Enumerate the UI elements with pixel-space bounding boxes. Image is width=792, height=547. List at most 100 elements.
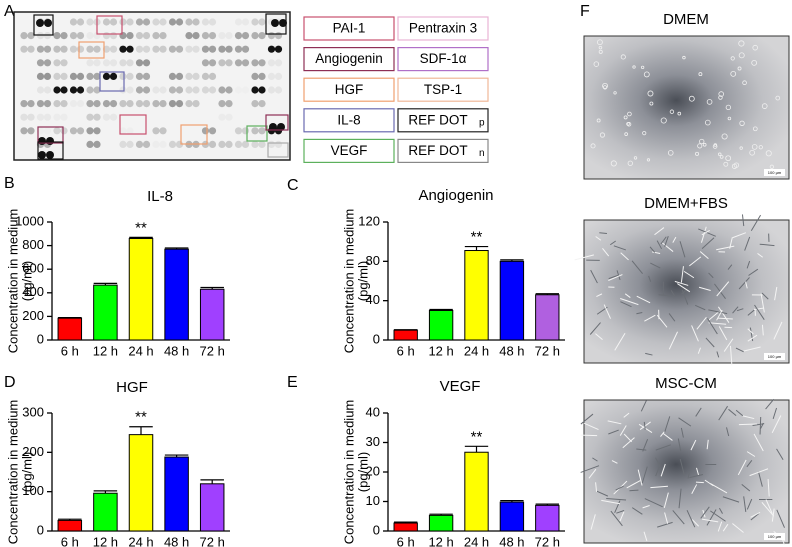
- cell: [672, 510, 685, 525]
- array-dot: [126, 100, 134, 108]
- cell: [750, 512, 760, 521]
- array-dot: [208, 18, 217, 26]
- array-dot: [93, 140, 101, 148]
- array-dot: [192, 31, 200, 40]
- cell: [619, 425, 627, 436]
- array-dot: [27, 113, 35, 121]
- cell: [689, 474, 704, 479]
- cell: [680, 266, 684, 283]
- cell: [616, 270, 621, 281]
- cell: [596, 293, 603, 298]
- cell: [593, 61, 600, 67]
- array-dot: [119, 59, 127, 67]
- array-dot: [159, 100, 167, 108]
- legend-box: [397, 77, 489, 102]
- cell: [745, 281, 748, 289]
- cell: [643, 71, 650, 78]
- cell: [737, 66, 742, 71]
- array-dot: [93, 100, 101, 108]
- x-tick-label: 12 h: [428, 534, 453, 547]
- array-dot: [36, 86, 45, 94]
- legend-label: VEGF: [331, 143, 368, 158]
- cell: [725, 104, 731, 111]
- y-tick-label: 40: [366, 404, 380, 419]
- cell: [613, 91, 617, 95]
- array-dot: [225, 86, 233, 94]
- array-dot: [208, 45, 217, 53]
- cell: [759, 243, 775, 247]
- cell: [744, 236, 751, 251]
- cell: [738, 40, 745, 47]
- array-dot: [251, 100, 259, 108]
- cell: [679, 458, 685, 476]
- cell: [631, 507, 643, 515]
- array-dot: [93, 45, 101, 53]
- y-axis-label: Concentration in medium: [341, 209, 356, 354]
- array-dot: [44, 19, 52, 27]
- array-dot: [225, 100, 233, 108]
- array-dot: [258, 127, 266, 135]
- array-dot: [126, 31, 134, 40]
- array-dot: [142, 100, 151, 108]
- array-dot: [43, 72, 52, 80]
- array-dot: [69, 18, 78, 26]
- bar: [464, 451, 489, 532]
- array-dot: [43, 45, 52, 53]
- significance: **: [471, 229, 483, 246]
- cell: [701, 518, 719, 523]
- bar: [57, 519, 83, 532]
- x-tick-label: 48 h: [164, 343, 189, 358]
- cell: [656, 314, 668, 328]
- array-dot: [102, 59, 111, 67]
- cell: [627, 160, 633, 166]
- array-dot: [135, 72, 144, 80]
- array-dot: [225, 31, 233, 40]
- cell: [686, 509, 696, 528]
- cell: [743, 496, 747, 512]
- cell: [722, 523, 729, 532]
- cell: [620, 252, 629, 261]
- array-dot: [135, 59, 144, 67]
- x-tick-label: 12 h: [93, 343, 118, 358]
- array-dot: [46, 137, 54, 145]
- array-dot: [60, 45, 68, 53]
- cell: [738, 277, 750, 290]
- cell: [735, 409, 744, 417]
- array-dot: [234, 86, 243, 94]
- array-dot: [69, 100, 78, 108]
- array-dot: [27, 127, 35, 135]
- y-tick-label: 0: [373, 331, 380, 346]
- array-dot: [208, 140, 217, 148]
- cell: [757, 252, 763, 258]
- legend-box: [397, 46, 489, 72]
- array-dot: [152, 140, 160, 148]
- x-tick-label: 24 h: [464, 343, 489, 358]
- array-dot: [234, 18, 243, 26]
- array-dot: [76, 72, 85, 80]
- cell: [754, 304, 765, 320]
- significance: **: [135, 409, 147, 426]
- array-dot: [36, 100, 45, 108]
- array-dot: [234, 45, 243, 53]
- array-dot: [277, 123, 285, 131]
- array-dot: [86, 140, 94, 148]
- cell: [704, 119, 711, 126]
- y-tick-label: 30: [366, 434, 380, 449]
- cell: [701, 230, 710, 236]
- cell: [717, 306, 730, 323]
- cell: [775, 95, 781, 101]
- array-dot: [20, 127, 28, 135]
- cell: [694, 304, 706, 311]
- cell: [597, 39, 603, 46]
- cell: [596, 118, 601, 123]
- array-dot: [168, 72, 177, 80]
- array-dot: [20, 31, 28, 40]
- cell: [632, 65, 636, 69]
- bar: [128, 238, 154, 341]
- cell: [667, 150, 674, 156]
- cell: [769, 164, 775, 169]
- cell: [749, 149, 755, 156]
- chart-title: HGF: [116, 379, 148, 396]
- legend-subscript: p: [479, 117, 485, 128]
- x-tick-label: 72 h: [200, 343, 225, 358]
